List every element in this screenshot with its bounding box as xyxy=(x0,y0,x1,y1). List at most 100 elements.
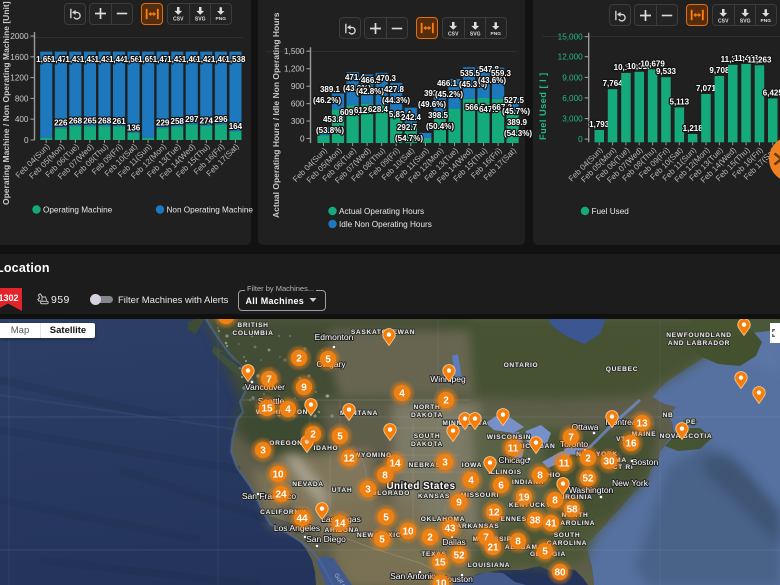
svg-text:1,218: 1,218 xyxy=(683,124,704,133)
svg-text:1600: 1600 xyxy=(10,53,29,62)
svg-text:5: 5 xyxy=(337,432,343,443)
svg-text:389.1: 389.1 xyxy=(320,85,341,94)
svg-text:11: 11 xyxy=(508,444,519,455)
svg-text:(50.4%): (50.4%) xyxy=(426,122,454,131)
svg-text:274: 274 xyxy=(200,116,214,125)
svg-text:SOUTH: SOUTH xyxy=(414,433,441,440)
svg-text:(43.6%): (43.6%) xyxy=(478,76,506,85)
svg-text:PE: PE xyxy=(686,419,696,426)
svg-text:559.3: 559.3 xyxy=(491,69,512,78)
svg-text:9: 9 xyxy=(301,383,307,394)
svg-text:PNG: PNG xyxy=(761,18,772,24)
svg-text:United States: United States xyxy=(386,481,455,492)
svg-text:535.5: 535.5 xyxy=(460,69,481,78)
svg-text:12: 12 xyxy=(343,454,355,465)
svg-text:2: 2 xyxy=(427,533,433,544)
svg-text:7,071: 7,071 xyxy=(696,84,717,93)
svg-text:Boston: Boston xyxy=(632,457,659,467)
svg-text:300: 300 xyxy=(291,117,305,126)
svg-text:MISSOURI: MISSOURI xyxy=(461,492,499,499)
svg-text:11: 11 xyxy=(559,459,570,470)
svg-text:SASKATCHEWAN: SASKATCHEWAN xyxy=(351,329,415,336)
svg-text:265: 265 xyxy=(83,117,97,126)
svg-text:11,342: 11,342 xyxy=(721,55,746,64)
svg-text:1,439: 1,439 xyxy=(94,55,115,64)
svg-text:2: 2 xyxy=(296,354,302,365)
svg-text:OREGON: OREGON xyxy=(269,440,303,447)
svg-text:QUEBEC: QUEBEC xyxy=(606,366,638,373)
svg-text:11,468: 11,468 xyxy=(734,54,759,63)
svg-text:609.4: 609.4 xyxy=(340,108,361,117)
svg-text:(42.8%): (42.8%) xyxy=(356,87,384,96)
svg-text:CALIFORNIA: CALIFORNIA xyxy=(260,509,308,516)
svg-text:9,533: 9,533 xyxy=(656,67,677,76)
svg-text:LOUISIANA: LOUISIANA xyxy=(468,562,511,569)
svg-text:Fuel Used: Fuel Used xyxy=(592,207,630,216)
svg-text:38: 38 xyxy=(529,516,541,527)
svg-text:1,650: 1,650 xyxy=(138,55,159,64)
svg-text:New York: New York xyxy=(612,478,649,488)
svg-text:547.8: 547.8 xyxy=(479,65,500,74)
svg-text:15,000: 15,000 xyxy=(558,33,583,42)
svg-text:24: 24 xyxy=(275,490,287,501)
svg-text:SVG: SVG xyxy=(469,31,480,37)
svg-text:667.2: 667.2 xyxy=(492,103,513,112)
svg-text:10,315: 10,315 xyxy=(627,62,652,71)
svg-text:2: 2 xyxy=(585,454,591,465)
svg-text:ONTARIO: ONTARIO xyxy=(504,362,539,369)
svg-text:527.5: 527.5 xyxy=(504,96,525,105)
svg-text:466.8: 466.8 xyxy=(361,76,382,85)
svg-text:15: 15 xyxy=(434,558,446,569)
svg-text:5: 5 xyxy=(325,355,331,366)
svg-text:1,500: 1,500 xyxy=(284,47,305,56)
svg-text:4: 4 xyxy=(399,389,405,400)
svg-text:1,444: 1,444 xyxy=(109,55,130,64)
svg-text:10: 10 xyxy=(272,470,284,481)
svg-text:(53.8%): (53.8%) xyxy=(316,126,344,135)
svg-text:5: 5 xyxy=(379,535,385,546)
svg-text:DAKOTA: DAKOTA xyxy=(411,441,443,448)
svg-text:15: 15 xyxy=(261,404,273,415)
svg-text:1,566: 1,566 xyxy=(124,55,145,64)
svg-text:4: 4 xyxy=(285,405,291,416)
svg-text:NEVADA: NEVADA xyxy=(292,481,324,488)
svg-text:1302: 1302 xyxy=(0,293,19,303)
svg-text:(49.6%): (49.6%) xyxy=(418,100,446,109)
svg-text:NOVA SCOTIA: NOVA SCOTIA xyxy=(660,433,713,440)
svg-text:SOUTH: SOUTH xyxy=(554,532,581,539)
svg-text:Non Operating Machine: Non Operating Machine xyxy=(167,206,254,215)
svg-text:San Antonio: San Antonio xyxy=(390,571,436,581)
svg-text:IDAHO: IDAHO xyxy=(314,445,339,452)
svg-text:Idle Non Operating Hours: Idle Non Operating Hours xyxy=(339,220,432,229)
svg-text:PNG: PNG xyxy=(491,31,502,37)
svg-text:1,438: 1,438 xyxy=(65,55,86,64)
svg-text:6: 6 xyxy=(498,481,504,492)
svg-text:566.5: 566.5 xyxy=(465,103,486,112)
svg-text:900: 900 xyxy=(291,82,305,91)
svg-text:2: 2 xyxy=(443,396,449,407)
svg-text:292.7: 292.7 xyxy=(397,123,418,132)
svg-text:5,113: 5,113 xyxy=(670,97,690,106)
svg-text:229: 229 xyxy=(156,119,170,128)
svg-text:SVG: SVG xyxy=(739,18,750,24)
svg-text:10: 10 xyxy=(435,579,447,585)
svg-text:268: 268 xyxy=(69,117,83,126)
svg-text:1,538: 1,538 xyxy=(225,55,246,64)
svg-text:DAKOTA: DAKOTA xyxy=(411,412,443,419)
svg-text:TENNESSEE: TENNESSEE xyxy=(496,516,542,523)
svg-text:UTAH: UTAH xyxy=(332,487,353,494)
svg-text:CSV: CSV xyxy=(173,16,184,22)
svg-text:10,679: 10,679 xyxy=(640,59,665,68)
svg-text:0: 0 xyxy=(300,135,305,144)
svg-text:400: 400 xyxy=(15,115,29,124)
svg-text:13: 13 xyxy=(636,419,648,430)
svg-text:7: 7 xyxy=(266,375,272,386)
svg-text:3: 3 xyxy=(442,458,448,469)
svg-text:0: 0 xyxy=(24,136,29,145)
svg-text:NB: NB xyxy=(663,412,674,419)
svg-text:44: 44 xyxy=(296,514,308,525)
svg-text:WYOMING: WYOMING xyxy=(354,452,392,459)
svg-text:5: 5 xyxy=(383,513,389,524)
svg-text:226: 226 xyxy=(54,119,68,128)
svg-text:1,200: 1,200 xyxy=(284,65,305,74)
